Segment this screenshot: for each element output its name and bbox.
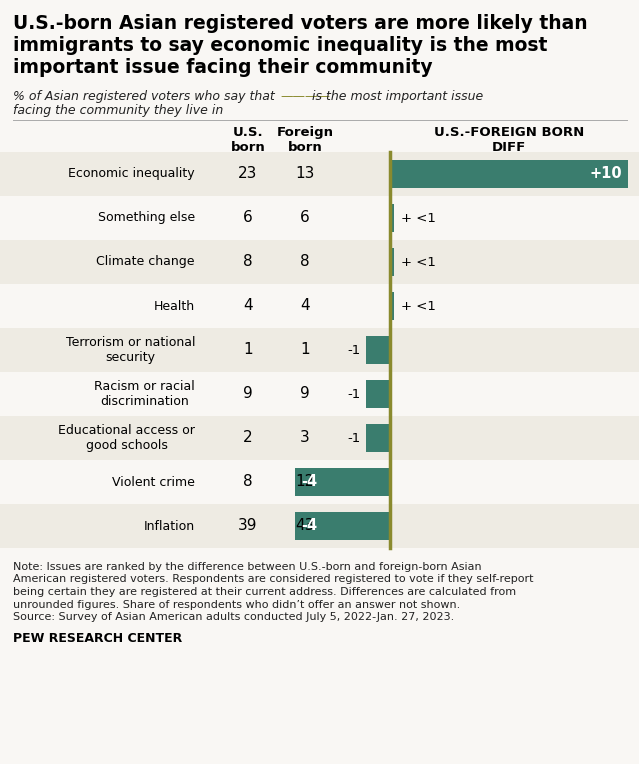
Text: 9: 9 [300, 387, 310, 402]
Bar [366, 336, 390, 364]
Text: 4: 4 [243, 299, 253, 313]
Text: Racism or racial
discrimination: Racism or racial discrimination [94, 380, 195, 408]
Text: Something else: Something else [98, 212, 195, 225]
Text: % of Asian registered voters who say that: % of Asian registered voters who say tha… [13, 90, 275, 103]
Bar [0, 504, 639, 548]
Text: 3: 3 [300, 430, 310, 445]
Text: Terrorism or national
security: Terrorism or national security [66, 336, 195, 364]
Bar [0, 416, 639, 460]
Bar [390, 248, 394, 276]
Text: U.S.
born: U.S. born [231, 126, 265, 154]
Text: 23: 23 [238, 167, 258, 182]
Text: Foreign
born: Foreign born [277, 126, 334, 154]
Text: 9: 9 [243, 387, 253, 402]
Bar [0, 372, 639, 416]
Text: is the most important issue: is the most important issue [308, 90, 483, 103]
Text: 6: 6 [243, 211, 253, 225]
Text: + <1: + <1 [401, 255, 436, 268]
Text: 39: 39 [238, 519, 258, 533]
Bar [295, 513, 390, 539]
Bar [390, 204, 394, 231]
Text: + <1: + <1 [401, 299, 436, 312]
Text: -1: -1 [347, 432, 360, 445]
Text: Violent crime: Violent crime [112, 475, 195, 488]
Text: facing the community they live in: facing the community they live in [13, 104, 223, 117]
Text: Note: Issues are ranked by the difference between U.S.-born and foreign-born Asi: Note: Issues are ranked by the differenc… [13, 562, 482, 572]
Text: 1: 1 [300, 342, 310, 358]
Text: 8: 8 [243, 254, 253, 270]
Bar [390, 293, 394, 319]
Text: important issue facing their community: important issue facing their community [13, 58, 433, 77]
Text: -4: -4 [301, 519, 317, 533]
Bar [366, 424, 390, 452]
Text: 43: 43 [295, 519, 314, 533]
Text: 8: 8 [243, 474, 253, 490]
Text: Health: Health [154, 299, 195, 312]
Bar [295, 468, 390, 496]
Bar [0, 152, 639, 196]
Text: Climate change: Climate change [96, 255, 195, 268]
Bar [0, 328, 639, 372]
Text: Inflation: Inflation [144, 520, 195, 533]
Text: 4: 4 [300, 299, 310, 313]
Bar [366, 380, 390, 408]
Text: ————: ———— [280, 90, 330, 103]
Bar [0, 240, 639, 284]
Text: PEW RESEARCH CENTER: PEW RESEARCH CENTER [13, 633, 182, 646]
Text: 2: 2 [243, 430, 253, 445]
Text: U.S.-born Asian registered voters are more likely than: U.S.-born Asian registered voters are mo… [13, 14, 588, 33]
Text: -1: -1 [347, 344, 360, 357]
Text: being certain they are registered at their current address. Differences are calc: being certain they are registered at the… [13, 587, 516, 597]
Text: immigrants to say economic inequality is the most: immigrants to say economic inequality is… [13, 36, 548, 55]
Text: 8: 8 [300, 254, 310, 270]
Bar [0, 196, 639, 240]
Text: Economic inequality: Economic inequality [68, 167, 195, 180]
Text: 1: 1 [243, 342, 253, 358]
Text: + <1: + <1 [401, 212, 436, 225]
Text: American registered voters. Respondents are considered registered to vote if the: American registered voters. Respondents … [13, 575, 534, 584]
Text: 13: 13 [295, 167, 314, 182]
Text: 6: 6 [300, 211, 310, 225]
Bar [0, 460, 639, 504]
Text: U.S.-FOREIGN BORN
DIFF: U.S.-FOREIGN BORN DIFF [434, 126, 584, 154]
Text: -1: -1 [347, 387, 360, 400]
Text: Educational access or
good schools: Educational access or good schools [58, 424, 195, 452]
Text: +10: +10 [589, 167, 622, 182]
Bar [0, 284, 639, 328]
Text: -4: -4 [301, 474, 317, 490]
Text: Source: Survey of Asian American adults conducted July 5, 2022-Jan. 27, 2023.: Source: Survey of Asian American adults … [13, 612, 454, 622]
Text: unrounded figures. Share of respondents who didn’t offer an answer not shown.: unrounded figures. Share of respondents … [13, 600, 460, 610]
Text: 12: 12 [295, 474, 314, 490]
Bar [390, 160, 628, 188]
